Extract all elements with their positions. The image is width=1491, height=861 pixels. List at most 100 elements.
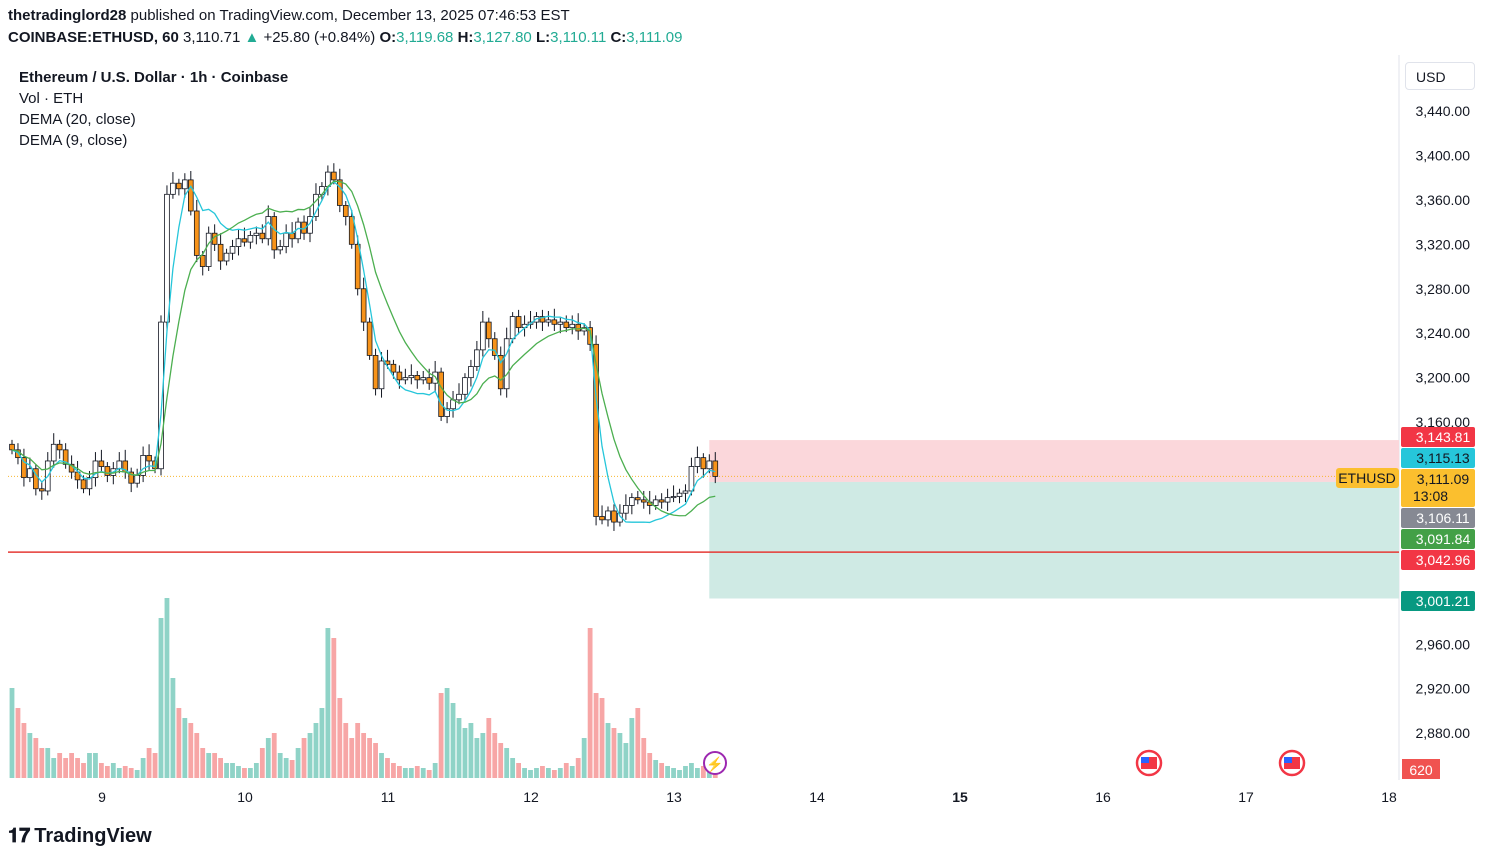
volume-bar <box>468 723 474 778</box>
volume-bar <box>146 748 152 778</box>
volume-bar <box>116 768 122 778</box>
volume-tag-bg <box>1402 759 1440 779</box>
volume-bar <box>379 753 384 778</box>
volume-bar <box>87 753 92 778</box>
candle-body <box>39 488 45 492</box>
volume-bar <box>647 753 653 778</box>
y-tick-label: 3,200.00 <box>1416 370 1471 386</box>
candle-body <box>187 179 194 212</box>
symbol: COINBASE:ETHUSD, 60 <box>8 29 179 46</box>
volume-bar <box>200 748 206 778</box>
candle-body <box>277 246 283 251</box>
candle-body <box>664 497 671 503</box>
volume-bar <box>516 763 521 778</box>
candle-body <box>21 457 27 479</box>
volume-bar <box>212 753 218 778</box>
volume-bar <box>402 768 408 778</box>
x-tick-label: 15 <box>952 789 968 805</box>
candle-body <box>366 321 373 356</box>
legend-dema9[interactable]: DEMA (9, close) <box>19 132 128 149</box>
volume-bar <box>242 768 247 778</box>
volume-bar <box>99 763 104 778</box>
candle-body <box>331 171 337 181</box>
volume-bar <box>486 718 492 778</box>
x-tick-label: 14 <box>809 789 825 805</box>
flag-canton <box>1141 757 1149 763</box>
candle-body <box>485 321 492 340</box>
candle-body <box>116 460 123 470</box>
volume-bar <box>700 766 706 778</box>
publish-text: published on TradingView.com, December 1… <box>130 7 570 24</box>
candle-body <box>402 377 409 381</box>
volume-bar <box>194 733 200 778</box>
dema20-price-label: 3,091.84 <box>1416 531 1471 547</box>
volume-bar <box>152 753 158 778</box>
volume-bar <box>683 766 688 778</box>
legend-volume[interactable]: Vol · ETH <box>19 90 84 107</box>
candle-body <box>372 355 379 390</box>
candle-body <box>414 375 421 381</box>
dema9-price-label-bg <box>1401 448 1475 468</box>
target-price-label: 3,001.21 <box>1416 593 1471 609</box>
volume-bar <box>385 758 390 778</box>
open-label: O: <box>379 29 397 46</box>
x-tick-label: 13 <box>666 789 682 805</box>
candle-body <box>694 457 701 467</box>
volume-bar <box>653 760 659 778</box>
volume-bar <box>283 758 289 778</box>
volume-bar <box>27 733 33 778</box>
volume-bar <box>93 753 98 778</box>
candle-body <box>235 238 242 247</box>
volume-bar <box>164 598 170 778</box>
x-tick-label: 17 <box>1238 789 1254 805</box>
candle-body <box>301 221 307 234</box>
candle-body <box>551 319 558 325</box>
volume-bar <box>75 758 80 778</box>
volume-bar <box>391 763 396 778</box>
candle-body <box>676 492 683 497</box>
candle-body <box>557 321 564 325</box>
volume-bar <box>140 758 146 778</box>
volume-bar <box>224 763 229 778</box>
volume-bar <box>528 770 533 778</box>
dema9-price-label: 3,115.13 <box>1416 450 1470 466</box>
bar-countdown-label: 13:08 <box>1413 488 1448 504</box>
volume-bar <box>331 638 337 778</box>
tv-logo-icon: 𝟏𝟕 <box>8 825 31 847</box>
candle-body <box>462 377 468 395</box>
volume-bar <box>21 723 27 778</box>
candle-body <box>509 316 516 340</box>
low-value: 3,110.11 <box>550 29 607 46</box>
candle-body <box>652 499 659 506</box>
candle-body <box>480 321 486 351</box>
volume-bar <box>450 703 456 778</box>
take-profit-zone <box>709 481 1399 599</box>
volume-bar <box>408 768 414 778</box>
volume-bar <box>51 758 57 778</box>
candle-body <box>438 371 444 417</box>
volume-bar <box>575 758 581 778</box>
candle-body <box>140 455 146 476</box>
candle-body <box>426 377 432 384</box>
publish-info: thetradinglord28 published on TradingVie… <box>8 7 570 24</box>
level-price-label: 3,042.96 <box>1416 552 1471 568</box>
currency-selector[interactable]: USD <box>1405 62 1475 90</box>
volume-bar <box>110 763 116 778</box>
volume-bar <box>510 758 516 778</box>
candle-body <box>253 232 260 236</box>
volume-bar <box>629 718 635 778</box>
volume-bar <box>325 628 331 778</box>
high-value: 3,127.80 <box>473 29 532 46</box>
volume-bar <box>134 770 140 778</box>
volume-bar <box>540 766 545 778</box>
legend-title[interactable]: Ethereum / U.S. Dollar · 1h · Coinbase <box>19 69 289 86</box>
volume-bar <box>444 688 450 778</box>
legend-dema20[interactable]: DEMA (20, close) <box>19 111 136 128</box>
publisher-name[interactable]: thetradinglord28 <box>8 7 127 24</box>
x-tick-label: 16 <box>1095 789 1111 805</box>
volume-bar <box>230 763 235 778</box>
volume-bar <box>635 708 641 778</box>
stop-loss-zone <box>709 440 1399 482</box>
tradingview-logo: 𝟏𝟕 TradingView <box>8 825 152 848</box>
